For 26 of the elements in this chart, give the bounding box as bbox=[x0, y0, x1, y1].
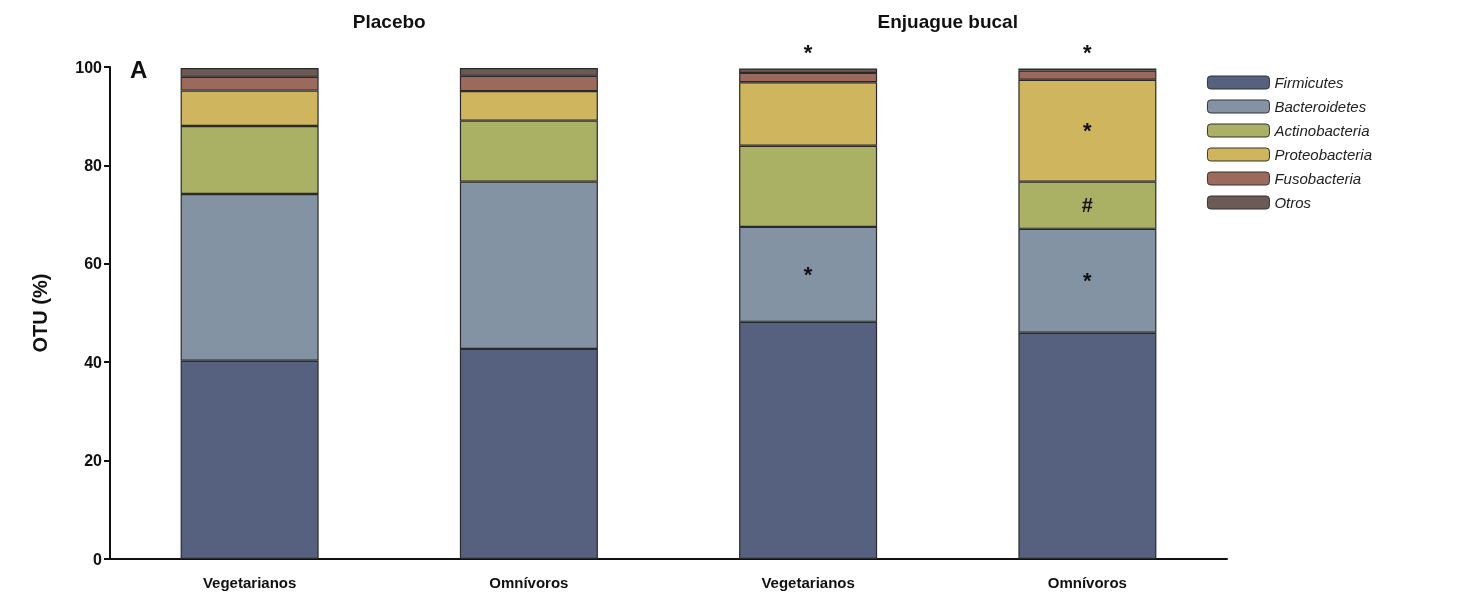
text: Enjuague bucal bbox=[877, 11, 1018, 32]
x-tick-label: Omnívoros bbox=[489, 574, 569, 591]
legend-label: Actinobacteria bbox=[1273, 122, 1370, 139]
legend-label: Otros bbox=[1274, 194, 1312, 211]
data-label: * bbox=[1083, 39, 1093, 65]
x-tick-label: Omnívoros bbox=[1047, 574, 1127, 591]
y-tick-label: 20 bbox=[84, 452, 103, 470]
data-label: * bbox=[803, 39, 813, 65]
legend-label: Firmicutes bbox=[1274, 74, 1345, 91]
data-label: * bbox=[1083, 118, 1093, 144]
y-tick-label: 100 bbox=[75, 58, 103, 76]
x-tick-label: Vegetarianos bbox=[761, 574, 855, 591]
legend-label: Bacteroidetes bbox=[1274, 98, 1367, 115]
annotation: A bbox=[130, 55, 148, 83]
y-tick-label: 40 bbox=[84, 353, 103, 371]
y-tick-label: 60 bbox=[84, 255, 103, 273]
legend-label: Proteobacteria bbox=[1274, 146, 1372, 163]
legend-label: Fusobacteria bbox=[1274, 170, 1362, 187]
data-label: * bbox=[1083, 268, 1093, 294]
data-label: * bbox=[803, 261, 813, 287]
y-axis-title: OTU (%) bbox=[29, 273, 51, 353]
x-tick-label: Vegetarianos bbox=[202, 574, 297, 591]
data-label: # bbox=[1081, 194, 1093, 217]
y-tick-label: 0 bbox=[93, 550, 103, 568]
y-tick-label: 80 bbox=[84, 156, 103, 174]
text: Placebo bbox=[352, 11, 426, 32]
